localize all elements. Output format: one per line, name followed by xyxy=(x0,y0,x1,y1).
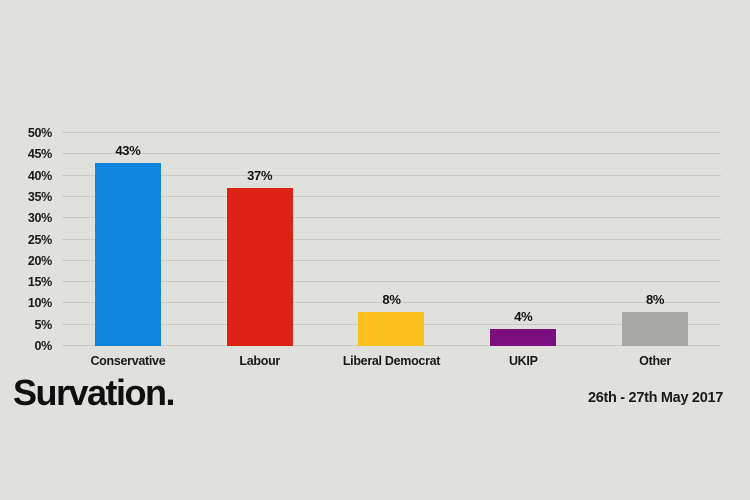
bar-slot-liberal-democrat: 8% Liberal Democrat xyxy=(326,133,458,368)
poll-date-range: 26th - 27th May 2017 xyxy=(587,390,723,406)
bar-slot-ukip: 4% UKIP xyxy=(457,133,589,368)
gridline xyxy=(62,174,721,176)
y-axis-tick-label: 45% xyxy=(27,147,52,162)
bar-other xyxy=(622,311,689,346)
y-axis-tick-label: 5% xyxy=(34,317,53,332)
y-axis-tick-label: 10% xyxy=(27,296,52,311)
bar-value-label-liberal-democrat: 8% xyxy=(382,291,401,307)
gridline xyxy=(62,153,721,155)
y-axis-tick-label: 35% xyxy=(27,189,52,204)
x-axis-category-label-other: Other xyxy=(639,354,671,368)
y-axis-tick-label: 40% xyxy=(27,168,52,183)
bar-conservative xyxy=(94,162,161,346)
y-axis-tick-label: 25% xyxy=(27,232,52,247)
y-axis-tick-label: 0% xyxy=(34,339,53,353)
bar-chart-plot: 0% 5% 10% 15% 20% 25% 30% 35% 40% 45% 50% 43% Conser… xyxy=(28,126,721,368)
gridline xyxy=(62,259,721,261)
y-axis-tick-label: 20% xyxy=(27,253,52,268)
bar-value-label-conservative: 43% xyxy=(115,142,141,158)
gridline xyxy=(62,132,721,133)
bar-liberal-democrat xyxy=(358,311,425,346)
y-axis-tick-label: 50% xyxy=(27,126,52,140)
gridline xyxy=(62,281,721,283)
gridline xyxy=(62,238,721,240)
survation-logo: Survation. xyxy=(13,372,176,413)
y-axis-tick-label: 30% xyxy=(27,211,52,226)
gridline xyxy=(62,217,721,219)
gridline xyxy=(62,195,721,197)
bar-slot-conservative: 43% Conservative xyxy=(62,133,194,368)
bar-slot-other: 8% Other xyxy=(589,133,721,368)
x-axis-category-label-labour: Labour xyxy=(239,354,280,368)
gridline xyxy=(62,302,721,304)
bar-labour xyxy=(226,188,293,346)
y-axis-tick-label: 15% xyxy=(27,275,52,290)
bar-slot-labour: 37% Labour xyxy=(194,133,326,368)
bar-ukip xyxy=(490,328,557,346)
bar-value-label-ukip: 4% xyxy=(514,308,533,324)
x-axis-category-label-ukip: UKIP xyxy=(508,354,538,368)
x-axis-category-label-conservative: Conservative xyxy=(90,354,166,368)
bar-value-label-other: 8% xyxy=(645,291,665,307)
x-axis-category-label-liberal-democrat: Liberal Democrat xyxy=(342,354,441,368)
bar-value-label-labour: 37% xyxy=(247,168,273,184)
